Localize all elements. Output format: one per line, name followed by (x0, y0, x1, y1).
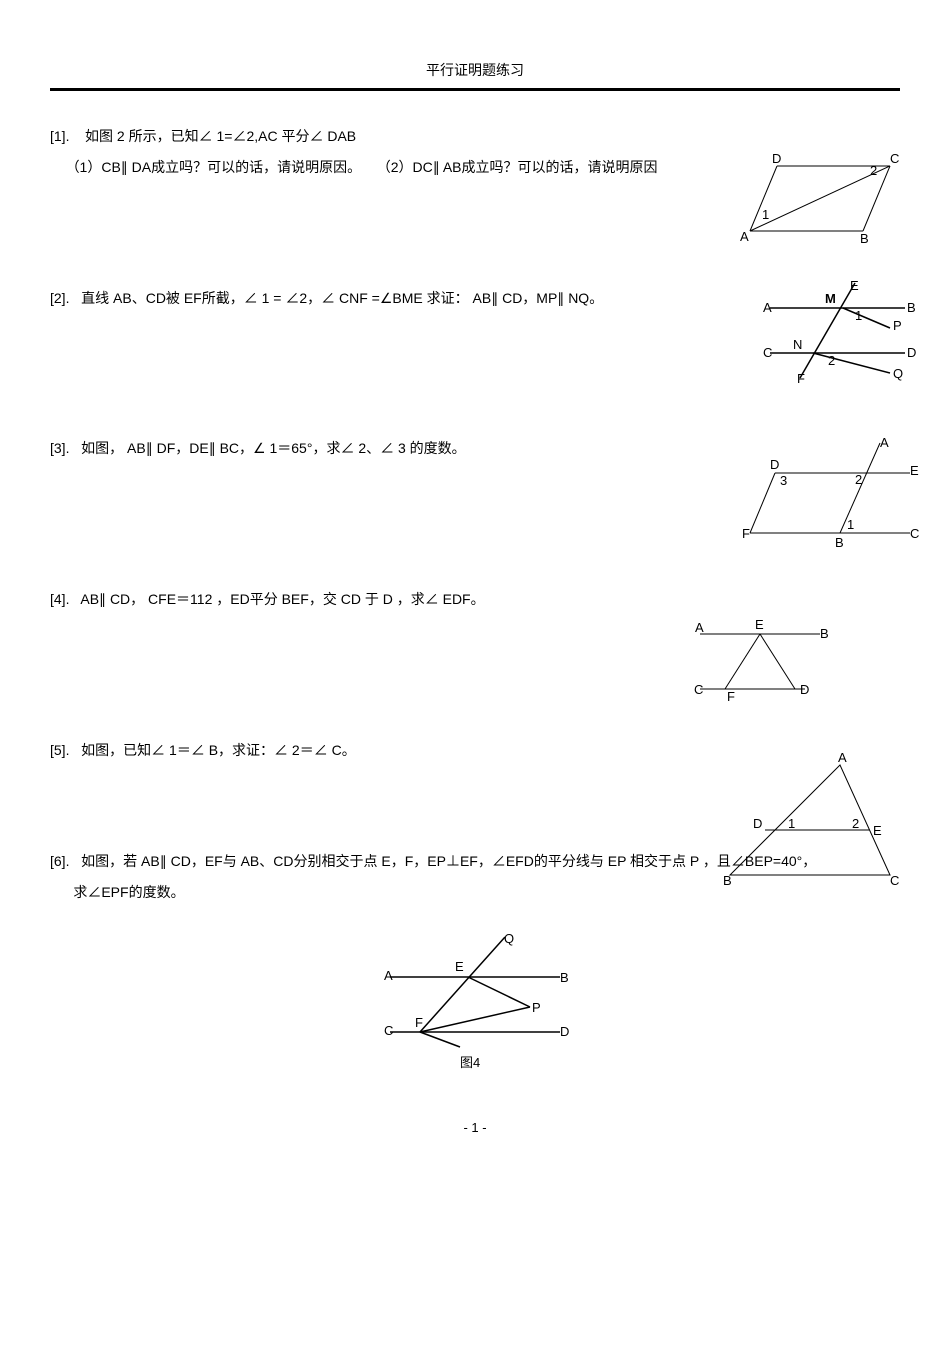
label-angle-1: 1 (847, 517, 854, 532)
label-N: N (793, 337, 802, 352)
problem-1-line2: （1）CB∥ DA成立吗？可以的话，请说明原因。 (66, 159, 362, 175)
label-F: F (415, 1015, 423, 1030)
header-title: 平行证明题练习 (426, 62, 524, 78)
problem-1-text: [1]. 如图 2 所示，已知∠ 1=∠2,AC 平分∠ DAB （1）CB∥ … (50, 121, 670, 183)
label-F: F (727, 689, 735, 704)
parallel-lines-diagram: A D E F B C 1 2 3 (740, 433, 920, 553)
problem-5-text: [5]. 如图，已知∠ 1＝∠ B，求证：∠ 2＝∠ C。 (50, 735, 670, 766)
label-F: F (742, 526, 750, 541)
label-angle-2: 2 (870, 163, 877, 178)
page-number: - 1 - (463, 1120, 486, 1135)
problem-1-line1: 如图 2 所示，已知∠ 1=∠2,AC 平分∠ DAB (85, 128, 356, 144)
problem-3-label: [3]. (50, 433, 69, 464)
label-C: C (910, 526, 919, 541)
problem-3-text: [3]. 如图， AB∥ DF，DE∥ BC，∠ 1＝65°，求∠ 2、∠ 3 … (50, 433, 670, 464)
label-C: C (694, 682, 703, 697)
problem-6: [6]. 如图，若 AB∥ CD，EF与 AB、CD分别相交于点 E，F，EP⊥… (50, 846, 900, 1081)
figure-6: A B C D E F P Q 图4 (50, 927, 900, 1080)
figure-caption: 图4 (460, 1055, 480, 1070)
label-B: B (560, 970, 569, 985)
label-B: B (860, 231, 869, 246)
problem-1-label: [1]. (50, 121, 69, 152)
label-P: P (893, 318, 902, 333)
label-E: E (910, 463, 919, 478)
problem-6-text: [6]. 如图，若 AB∥ CD，EF与 AB、CD分别相交于点 E，F，EP⊥… (50, 846, 900, 908)
label-C: C (763, 345, 772, 360)
label-E: E (850, 278, 859, 293)
label-Q: Q (504, 931, 514, 946)
perpendicular-bisector-diagram: A B C D E F P Q 图4 (360, 927, 590, 1077)
problem-6-line2: 求∠EPF的度数。 (73, 884, 184, 900)
problem-2-text: [2]. 直线 AB、CD被 EF所截，∠ 1 = ∠2，∠ CNF =∠BME… (50, 283, 670, 314)
label-angle-1: 1 (788, 816, 795, 831)
problem-4-text: [4]. AB∥ CD， CFE＝112 ，ED平分 BEF，交 CD 于 D … (50, 584, 670, 615)
page-header: 平行证明题练习 (50, 0, 900, 88)
label-C: C (890, 151, 899, 166)
transversal-diagram: A B C D E F M N P Q 1 2 (750, 278, 920, 388)
problem-5: [5]. 如图，已知∠ 1＝∠ B，求证：∠ 2＝∠ C。 A B C D E … (50, 735, 900, 766)
label-A: A (838, 750, 847, 765)
problem-6-line1: 如图，若 AB∥ CD，EF与 AB、CD分别相交于点 E，F，EP⊥EF，∠E… (81, 853, 816, 869)
label-D: D (772, 151, 781, 166)
figure-1: D C A B 1 2 (730, 151, 910, 254)
label-M: M (825, 291, 836, 306)
label-angle-2: 2 (828, 353, 835, 368)
label-D: D (907, 345, 916, 360)
problem-2: [2]. 直线 AB、CD被 EF所截，∠ 1 = ∠2，∠ CNF =∠BME… (50, 283, 900, 314)
triangle-parallel-diagram: A E B C F D (690, 614, 840, 704)
parallelogram-diagram: D C A B 1 2 (730, 151, 910, 251)
label-D: D (753, 816, 762, 831)
label-B: B (820, 626, 829, 641)
label-angle-3: 3 (780, 473, 787, 488)
label-C: C (384, 1023, 393, 1038)
label-F: F (797, 371, 805, 386)
label-D: D (770, 457, 779, 472)
label-P: P (532, 1000, 541, 1015)
label-A: A (880, 435, 889, 450)
header-divider (50, 88, 900, 91)
label-D: D (800, 682, 809, 697)
label-B: B (835, 535, 844, 550)
label-Q: Q (893, 366, 903, 381)
page-footer: - 1 - (50, 1120, 900, 1135)
label-E: E (455, 959, 464, 974)
problem-2-label: [2]. (50, 283, 69, 314)
label-E: E (873, 823, 882, 838)
label-angle-2: 2 (852, 816, 859, 831)
label-A: A (695, 620, 704, 635)
problem-2-content: 直线 AB、CD被 EF所截，∠ 1 = ∠2，∠ CNF =∠BME 求证： … (81, 290, 603, 306)
problem-4: [4]. AB∥ CD， CFE＝112 ，ED平分 BEF，交 CD 于 D … (50, 584, 900, 615)
problem-5-label: [5]. (50, 735, 69, 766)
figure-4: A E B C F D (690, 614, 840, 707)
problem-1: [1]. 如图 2 所示，已知∠ 1=∠2,AC 平分∠ DAB （1）CB∥ … (50, 121, 900, 183)
problem-6-label: [6]. (50, 846, 69, 877)
label-A: A (763, 300, 772, 315)
problem-3-content: 如图， AB∥ DF，DE∥ BC，∠ 1＝65°，求∠ 2、∠ 3 的度数。 (81, 440, 466, 456)
label-D: D (560, 1024, 569, 1039)
problem-5-content: 如图，已知∠ 1＝∠ B，求证：∠ 2＝∠ C。 (81, 742, 356, 758)
label-angle-1: 1 (762, 207, 769, 222)
label-A: A (740, 229, 749, 244)
label-angle-2: 2 (855, 472, 862, 487)
label-angle-1: 1 (855, 308, 862, 323)
problem-3: [3]. 如图， AB∥ DF，DE∥ BC，∠ 1＝65°，求∠ 2、∠ 3 … (50, 433, 900, 464)
label-B: B (907, 300, 916, 315)
figure-2: A B C D E F M N P Q 1 2 (750, 278, 920, 391)
problem-1-line3: （2）DC∥ AB成立吗？可以的话，请说明原因 (377, 159, 658, 175)
label-E: E (755, 617, 764, 632)
problem-4-content: AB∥ CD， CFE＝112 ，ED平分 BEF，交 CD 于 D ，求∠ E… (80, 591, 484, 607)
label-A: A (384, 968, 393, 983)
problem-4-label: [4]. (50, 584, 69, 615)
figure-3: A D E F B C 1 2 3 (740, 433, 920, 556)
